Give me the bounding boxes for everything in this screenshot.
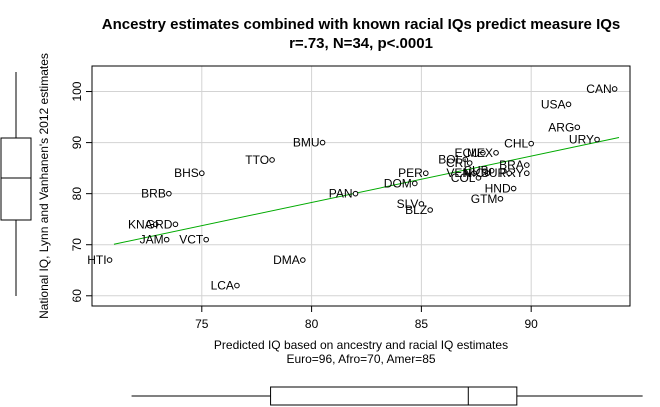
point-label: URY <box>569 133 594 147</box>
data-point <box>172 221 179 228</box>
data-point <box>166 190 172 197</box>
point-label: CHL <box>504 137 528 151</box>
data-point <box>506 170 513 177</box>
x-tick-label: 90 <box>525 317 539 331</box>
data-point <box>523 162 530 168</box>
data-point <box>475 175 482 181</box>
data-point <box>565 101 572 108</box>
x-tick-label: 75 <box>195 317 209 331</box>
data-point <box>611 86 618 92</box>
point-label: ECU <box>455 146 480 160</box>
data-point <box>471 170 477 177</box>
y-box <box>0 137 32 221</box>
data-point <box>300 257 306 263</box>
y-tick-label: 100 <box>70 81 84 101</box>
data-point <box>480 150 486 156</box>
point-label: BRB <box>141 187 166 201</box>
y-axis: 60 70 80 90 100 <box>70 81 92 302</box>
data-point <box>594 136 600 143</box>
data-point <box>106 257 113 263</box>
data-point <box>488 167 495 174</box>
x-axis-sublabel: Euro=96, Afro=70, Amer=85 <box>286 352 435 366</box>
point-label: DMA <box>273 253 300 267</box>
point-label: CUB <box>463 164 488 178</box>
point-label: BOL <box>438 152 462 166</box>
data-point <box>203 236 209 243</box>
x-tick-label: 85 <box>415 317 429 331</box>
data-point <box>493 150 499 156</box>
data-point <box>352 190 359 197</box>
point-label: CAN <box>586 82 611 96</box>
point-label: PER <box>398 166 423 180</box>
point-label: MEX <box>467 146 493 160</box>
y-axis-label: National IQ, Lynn and Vanhanen's 2012 es… <box>37 53 51 319</box>
point-label: COL <box>451 171 476 185</box>
y-tick-label: 80 <box>70 187 84 201</box>
data-point <box>163 236 170 243</box>
point-label: NIC <box>464 166 485 180</box>
y-boxplot <box>0 72 32 296</box>
y-tick-label: 90 <box>70 136 84 150</box>
point-label: GTM <box>471 192 498 206</box>
point-label: BHS <box>174 166 199 180</box>
point-label: SUR <box>481 166 507 180</box>
chart-subtitle: r=.73, N=34, p<.0001 <box>289 35 433 52</box>
data-point <box>427 207 433 213</box>
y-tick-label: 60 <box>70 289 84 303</box>
data-point <box>497 195 504 202</box>
data-point <box>422 170 429 177</box>
grid <box>92 66 630 306</box>
point-label: DOM <box>384 176 412 190</box>
point-label: GRD <box>146 217 173 231</box>
data-point <box>234 282 240 289</box>
data-point <box>510 185 517 192</box>
x-boxplot <box>131 386 643 406</box>
point-label: LCA <box>211 279 234 293</box>
point-label: PAN <box>329 187 353 201</box>
x-tick-label: 80 <box>305 317 319 331</box>
data-point <box>412 180 418 187</box>
data-point <box>269 157 275 163</box>
point-label: JAM <box>140 233 164 247</box>
data-point <box>523 170 530 177</box>
point-label: CRI <box>446 156 467 170</box>
data-point <box>484 170 491 177</box>
plot-frame <box>91 65 631 307</box>
x-box <box>270 386 518 406</box>
point-label: BLZ <box>405 203 427 217</box>
data-point <box>319 139 326 146</box>
chart-title: Ancestry estimates combined with known r… <box>102 16 621 33</box>
data-point <box>198 170 205 177</box>
point-label: BRA <box>499 158 524 172</box>
regression-line <box>113 137 620 245</box>
point-label: SLV <box>397 197 419 211</box>
point-label: HND <box>485 182 511 196</box>
point-label: VEN <box>446 166 471 180</box>
y-tick-label: 70 <box>70 238 84 252</box>
data-point <box>574 124 581 131</box>
data-point <box>528 140 534 147</box>
point-label: KNA <box>128 217 153 231</box>
data-point <box>418 201 425 207</box>
data-point <box>152 221 159 228</box>
x-axis: 75 80 85 90 <box>195 306 538 331</box>
point-label: VCT <box>179 233 204 247</box>
data-point <box>462 156 469 163</box>
x-axis-label: Predicted IQ based on ancestry and racia… <box>214 338 508 352</box>
point-label: ARG <box>548 120 574 134</box>
point-label: HTI <box>87 253 106 267</box>
point-label: BMU <box>293 136 320 150</box>
point-label: USA <box>541 97 566 111</box>
point-label: TTO <box>245 153 269 167</box>
data-point <box>466 160 473 166</box>
